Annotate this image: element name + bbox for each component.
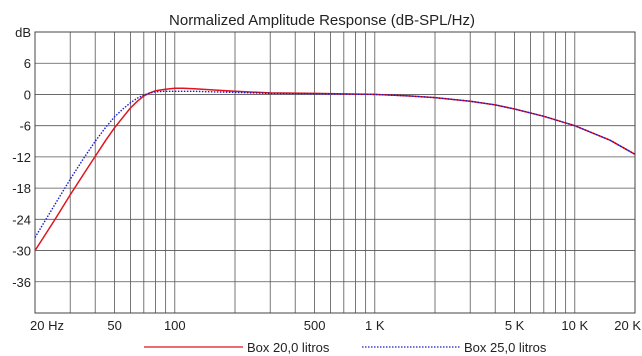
y-tick-label: -12 <box>12 150 31 165</box>
y-axis-labels: dB 6 0 -6 -12 -18 -24 -30 -36 <box>12 25 31 290</box>
legend: Box 20,0 litros Box 25,0 litros <box>144 340 547 355</box>
x-tick-label: 100 <box>164 318 186 333</box>
y-tick-label: -30 <box>12 244 31 259</box>
grid <box>35 32 635 313</box>
y-tick-label: -24 <box>12 212 31 227</box>
x-axis-labels: 20 Hz 50 100 500 1 K 5 K 10 K 20 K <box>30 318 641 333</box>
series-line-2 <box>34 90 636 238</box>
y-tick-label: 6 <box>24 56 31 71</box>
x-tick-label: 20 Hz <box>30 318 64 333</box>
x-tick-label: 10 K <box>561 318 588 333</box>
y-tick-label: 0 <box>24 87 31 102</box>
y-tick-label: -18 <box>12 181 31 196</box>
x-tick-label: 1 K <box>365 318 385 333</box>
series-line-1 <box>34 87 636 252</box>
y-tick-label: -36 <box>12 275 31 290</box>
x-tick-label: 5 K <box>505 318 525 333</box>
x-tick-label: 20 K <box>614 318 641 333</box>
legend-label-1: Box 20,0 litros <box>247 340 330 355</box>
plot-frame <box>34 31 636 314</box>
chart-title: Normalized Amplitude Response (dB-SPL/Hz… <box>169 12 475 29</box>
legend-label-2: Box 25,0 litros <box>464 340 547 355</box>
y-tick-label: -6 <box>19 119 31 134</box>
series-layer <box>34 87 636 252</box>
y-axis-unit-label: dB <box>15 25 31 40</box>
x-tick-label: 500 <box>304 318 326 333</box>
x-tick-label: 50 <box>107 318 121 333</box>
